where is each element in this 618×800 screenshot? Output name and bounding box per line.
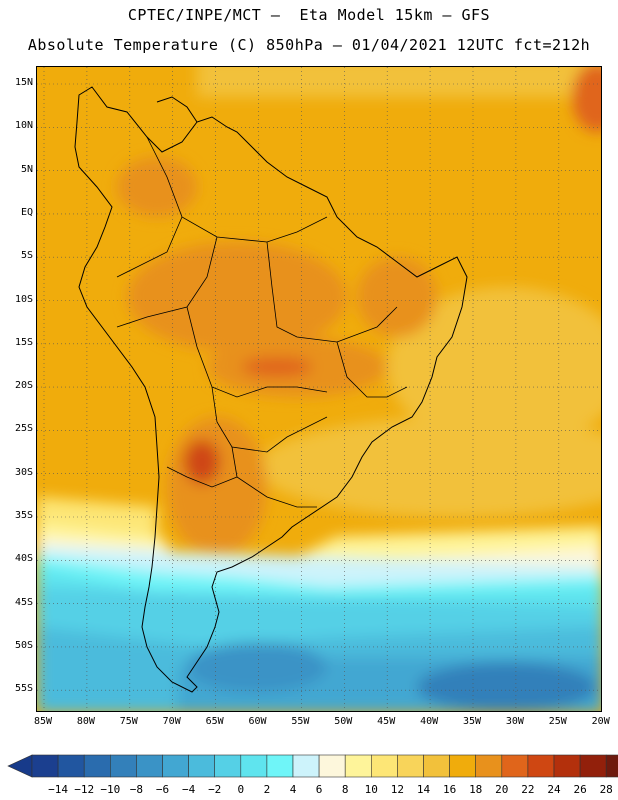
- lat-label-20s: 20S: [14, 380, 33, 392]
- lon-label-40w: 40W: [420, 716, 439, 727]
- lat-label-15s: 15S: [14, 336, 33, 348]
- field-hot-east: [572, 67, 601, 132]
- colorbar-cell: [292, 754, 320, 778]
- field-hot-central: [242, 357, 312, 377]
- temperature-field: [37, 67, 601, 711]
- colorbar-label: 4: [289, 783, 297, 796]
- lon-label-55w: 55W: [291, 716, 310, 727]
- lon-label-70w: 70W: [162, 716, 181, 727]
- colorbar-cell: [162, 754, 189, 778]
- colorbar-label: −4: [181, 783, 196, 796]
- lat-label-35s: 35S: [14, 510, 33, 521]
- lat-label-25s: 25S: [14, 423, 33, 435]
- map-title-line-1: CPTEC/INPE/MCT – Eta Model 15km – GFS: [127, 6, 491, 24]
- colorbar-label: 16: [442, 783, 457, 796]
- lon-label-65w: 65W: [205, 716, 224, 727]
- lat-label-10s: 10S: [14, 293, 33, 305]
- lon-label-30w: 30W: [505, 716, 524, 727]
- field-hot-chaco: [184, 440, 220, 484]
- field-band-atlantic-2: [387, 287, 601, 447]
- colorbar-cell: [475, 754, 503, 778]
- lat-label-5s: 5S: [20, 250, 33, 262]
- colorbar-cell: [553, 754, 581, 778]
- lat-label-40s: 40S: [14, 553, 33, 565]
- field-warm-amazon: [127, 242, 347, 352]
- lat-label-eq: EQ: [20, 206, 33, 218]
- colorbar-cell: [449, 754, 477, 778]
- colorbar-label: −14: [48, 783, 69, 796]
- field-warm-north: [117, 157, 197, 217]
- colorbar-cell: [214, 754, 242, 778]
- colorbar-label: 8: [341, 783, 349, 796]
- colorbar-label: −10: [100, 783, 121, 796]
- colorbar-label: 28: [599, 783, 613, 796]
- colorbar-cell: [397, 754, 424, 778]
- lon-label-75w: 75W: [119, 716, 138, 727]
- temperature-map[interactable]: [36, 66, 602, 712]
- lat-label-30s: 30S: [14, 466, 33, 478]
- coastline: [74, 86, 468, 693]
- lat-label-45s: 45S: [14, 596, 33, 608]
- colorbar-label: 14: [416, 783, 431, 796]
- colorbar-label: −12: [74, 783, 95, 796]
- lon-label-35w: 35W: [462, 716, 482, 727]
- colorbar-label: −8: [129, 783, 144, 796]
- colorbar-cell: [136, 754, 163, 778]
- field-band-north: [197, 67, 601, 97]
- colorbar-cell: [57, 754, 85, 778]
- colorbar-label: 0: [237, 783, 245, 796]
- colorbar-cells: [7, 754, 618, 778]
- lat-label-5n: 5N: [20, 163, 33, 175]
- colorbar-label: 24: [547, 783, 561, 796]
- colorbar-label: 2: [263, 783, 271, 796]
- colorbar-cell: [240, 754, 268, 778]
- lat-label-50s: 50S: [14, 639, 33, 651]
- colorbar-cell: [83, 754, 111, 778]
- colorbar-label: 22: [521, 783, 535, 796]
- colorbar-cell: [110, 754, 137, 778]
- borders: [116, 136, 408, 508]
- map-title-line-2: Absolute Temperature (C) 850hPa – 01/04/…: [27, 36, 591, 54]
- lon-label-50w: 50W: [334, 716, 353, 727]
- colorbar-cell: [188, 754, 216, 778]
- colorbar-label: 12: [390, 783, 405, 796]
- colorbar-label: 6: [315, 783, 323, 796]
- colorbar-label: 20: [495, 783, 509, 796]
- colorbar-label: 18: [469, 783, 483, 796]
- colorbar-low-arrow: [7, 754, 33, 778]
- colorbar-cell: [501, 754, 529, 778]
- colorbar-cell: [344, 754, 372, 778]
- colorbar-label: 26: [573, 783, 587, 796]
- colorbar-label: −6: [155, 783, 170, 796]
- colorbar-cell: [318, 754, 346, 778]
- colorbar-cell: [370, 754, 398, 778]
- lat-label-15n: 15N: [14, 77, 33, 88]
- colorbar-cell: [527, 754, 555, 778]
- lon-label-25w: 25W: [548, 716, 567, 727]
- colorbar-cell: [605, 754, 618, 778]
- colorbar-label: 10: [364, 783, 378, 796]
- lon-label-80w: 80W: [76, 716, 95, 727]
- colorbar-cell: [579, 754, 607, 778]
- lon-label-85w: 85W: [33, 716, 53, 727]
- lon-label-20w: 20W: [591, 716, 610, 727]
- colorbar-cell: [31, 754, 59, 778]
- lat-label-55s: 55S: [14, 683, 33, 695]
- lat-label-10n: 10N: [14, 120, 33, 132]
- colorbar-cell: [266, 754, 294, 778]
- lon-label-45w: 45W: [377, 716, 396, 727]
- colorbar-cell: [423, 754, 450, 778]
- lon-label-60w: 60W: [248, 716, 267, 727]
- colorbar-label: −2: [208, 783, 222, 796]
